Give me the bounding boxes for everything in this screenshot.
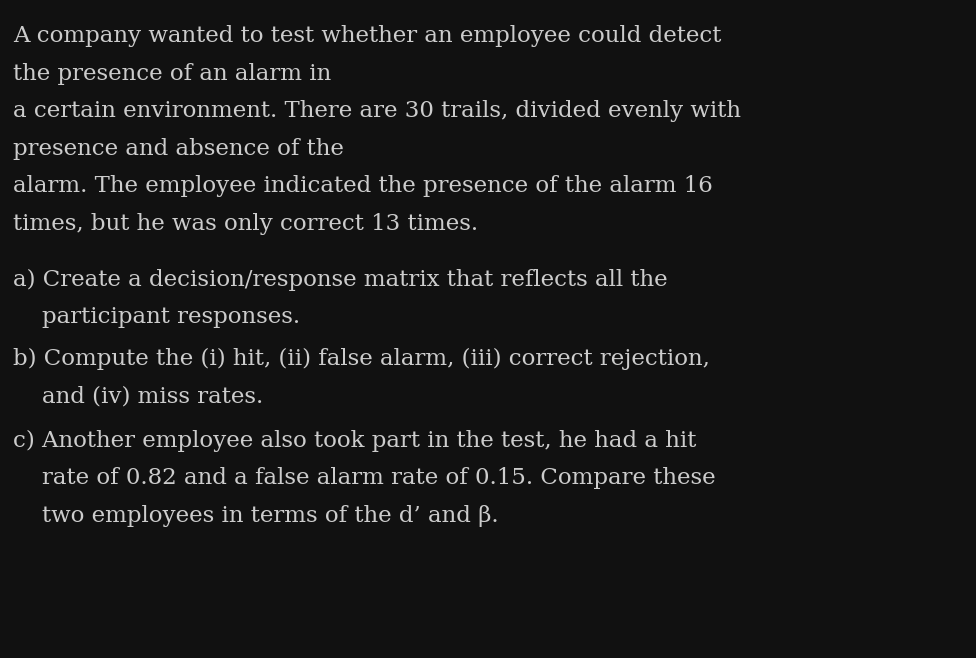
- Text: alarm. The employee indicated the presence of the alarm 16: alarm. The employee indicated the presen…: [13, 175, 712, 197]
- Text: rate of 0.82 and a false alarm rate of 0.15. Compare these: rate of 0.82 and a false alarm rate of 0…: [13, 467, 715, 490]
- Text: presence and absence of the: presence and absence of the: [13, 138, 344, 160]
- Text: times, but he was only correct 13 times.: times, but he was only correct 13 times.: [13, 213, 478, 235]
- Text: the presence of an alarm in: the presence of an alarm in: [13, 63, 331, 85]
- Text: c) Another employee also took part in the test, he had a hit: c) Another employee also took part in th…: [13, 430, 696, 452]
- Text: a) Create a decision/response matrix that reflects all the: a) Create a decision/response matrix tha…: [13, 268, 668, 291]
- Text: participant responses.: participant responses.: [13, 306, 300, 328]
- Text: A company wanted to test whether an employee could detect: A company wanted to test whether an empl…: [13, 25, 721, 47]
- Text: a certain environment. There are 30 trails, divided evenly with: a certain environment. There are 30 trai…: [13, 100, 741, 122]
- Text: b) Compute the (i) hit, (ii) false alarm, (iii) correct rejection,: b) Compute the (i) hit, (ii) false alarm…: [13, 347, 710, 370]
- Text: and (iv) miss rates.: and (iv) miss rates.: [13, 385, 263, 407]
- Text: two employees in terms of the d’ and β.: two employees in terms of the d’ and β.: [13, 505, 499, 527]
